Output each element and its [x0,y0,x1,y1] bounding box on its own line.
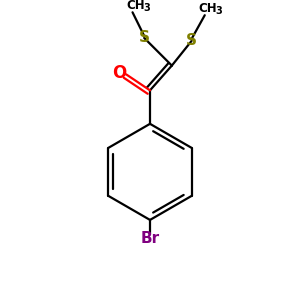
Text: O: O [112,64,127,82]
Text: 3: 3 [215,6,222,16]
Text: CH: CH [126,0,145,12]
Text: CH: CH [198,2,217,15]
Text: S: S [139,30,150,45]
Text: 3: 3 [143,3,150,13]
Text: Br: Br [140,231,160,246]
Text: S: S [186,33,197,48]
